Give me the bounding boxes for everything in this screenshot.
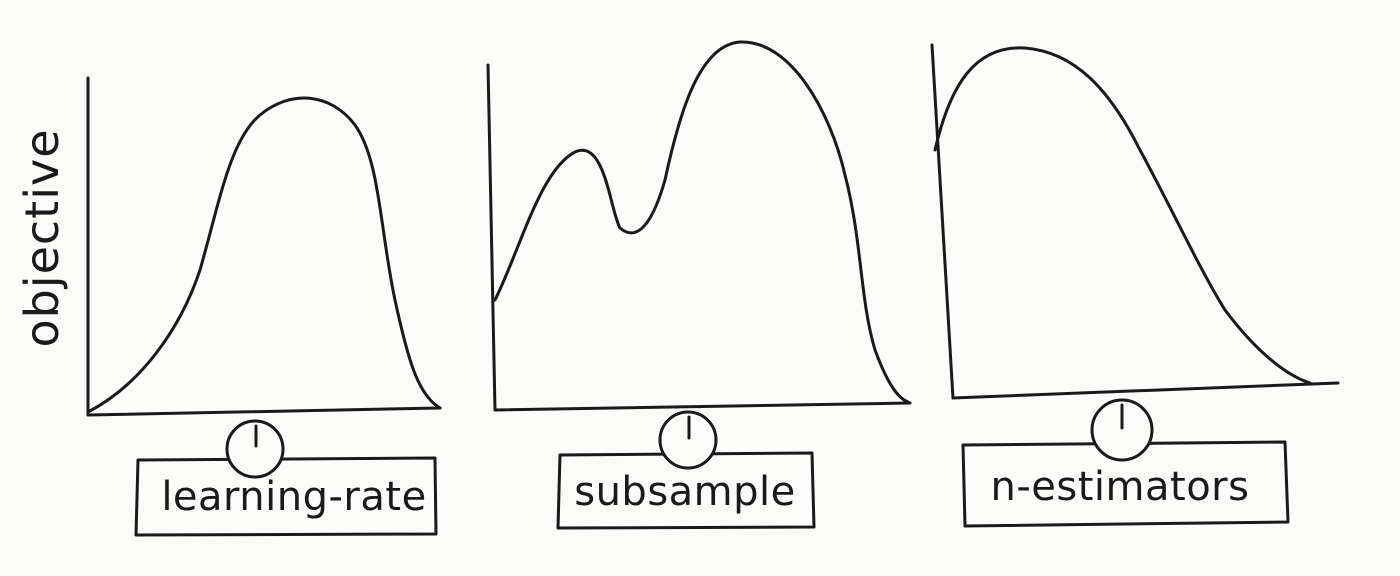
panel-1-dial-icon — [225, 419, 285, 479]
y-axis-label: objective — [15, 128, 69, 347]
panel-2-knob-box — [556, 451, 816, 530]
panel-3-x-axis — [951, 381, 1340, 400]
panel-3-knob-label: n-estimators — [991, 464, 1250, 510]
panel-1-curve — [86, 96, 442, 414]
panel-2-y-axis — [486, 63, 497, 412]
panel-1-x-axis — [86, 406, 442, 417]
panel-3-curve — [933, 46, 1312, 385]
panel-2-dial-icon — [658, 410, 718, 470]
panel-3-dial-icon — [1090, 398, 1154, 462]
panel-3-y-axis — [930, 43, 955, 400]
panel-1-knob-label: learning-rate — [161, 474, 426, 520]
panel-1-knob-box — [134, 456, 438, 537]
panel-subsample: subsample — [486, 40, 912, 530]
panel-2-knob-label: subsample — [574, 469, 796, 515]
panel-2-x-axis — [493, 401, 912, 412]
panel-3-knob-box — [961, 440, 1290, 528]
panel-2-curve — [493, 40, 910, 404]
panel-learning-rate: learning-rate — [86, 76, 442, 537]
panel-n-estimators: n-estimators — [930, 43, 1340, 528]
